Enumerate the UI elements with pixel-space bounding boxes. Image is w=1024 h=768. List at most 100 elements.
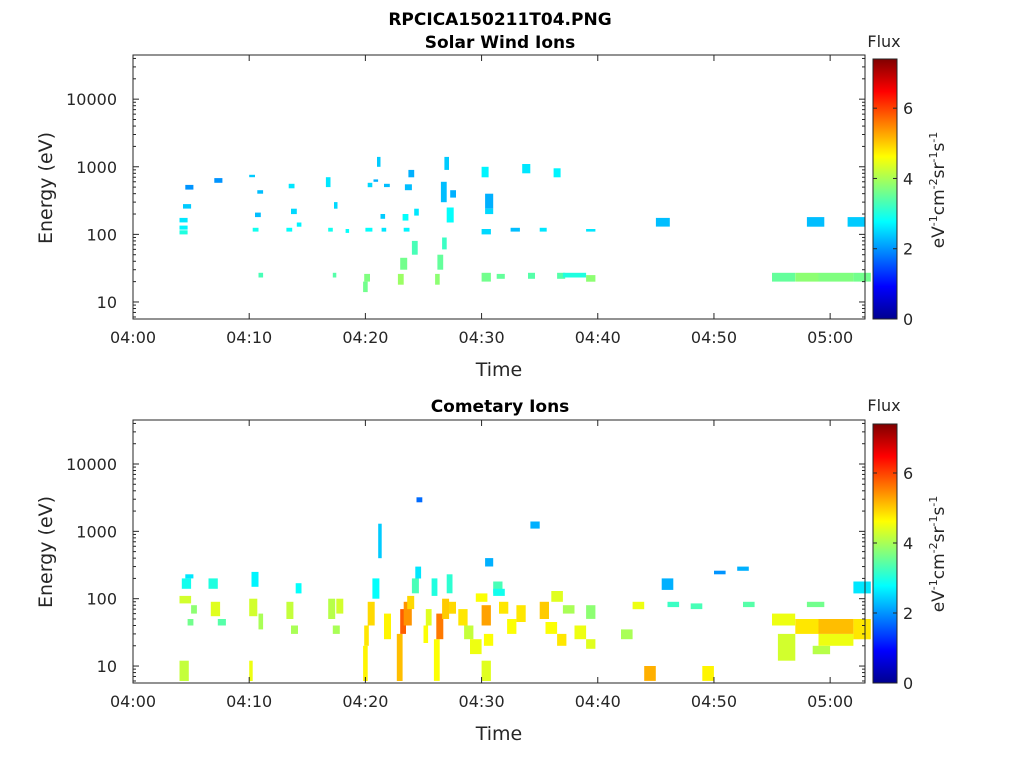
flux-cell: [396, 633, 403, 681]
flux-cell: [795, 619, 819, 634]
x-tick-label: 04:00: [110, 328, 156, 347]
flux-cell: [442, 237, 447, 250]
flux-cell: [408, 169, 415, 178]
colorbar-tick-label: 2: [903, 240, 913, 259]
flux-cell: [183, 204, 192, 209]
flux-cell: [416, 497, 423, 503]
flux-cell: [187, 619, 194, 626]
flux-cell: [702, 666, 714, 681]
figure-title: RPCICA150211T04.PNG: [388, 10, 611, 30]
colorbar-unit-bottom: eV-1cm-2sr-1s-1: [927, 496, 949, 613]
flux-cell: [291, 625, 298, 634]
flux-cell: [449, 601, 456, 614]
flux-cell: [557, 272, 566, 279]
plot-background: [133, 420, 865, 683]
flux-cell: [795, 272, 819, 282]
x-tick-label: 04:50: [691, 328, 737, 347]
flux-cell: [291, 208, 297, 215]
flux-cell: [777, 633, 796, 661]
flux-cell: [539, 227, 547, 232]
colorbar-tick-label: 2: [903, 604, 913, 623]
flux-cell: [367, 182, 373, 188]
flux-cell: [818, 272, 854, 282]
flux-cell: [381, 227, 387, 232]
plot-area-solar-wind-ions: 04:00 04:10 04:20 04:30 04:40 04:50 05:00 10 100…: [66, 54, 871, 347]
flux-cell: [464, 625, 474, 640]
flux-cell: [444, 156, 449, 170]
flux-cell: [806, 601, 825, 608]
flux-cell: [655, 217, 670, 227]
y-tick-label: 1000: [76, 158, 117, 177]
flux-cell: [442, 598, 450, 619]
flux-cell: [397, 273, 404, 285]
x-tick-label: 05:00: [807, 692, 853, 711]
flux-cell: [332, 272, 337, 278]
flux-cell: [485, 193, 494, 209]
flux-cell: [288, 183, 295, 189]
flux-cell: [470, 639, 482, 655]
y-tick-label: 10000: [66, 455, 117, 474]
flux-cell: [493, 588, 505, 596]
flux-cell: [667, 601, 680, 608]
flux-cell: [217, 619, 226, 626]
flux-cell: [499, 601, 509, 614]
flux-cell: [400, 257, 408, 270]
flux-cell: [586, 275, 596, 282]
flux-cell: [255, 212, 261, 218]
flux-cell: [378, 523, 382, 559]
flux-cell: [847, 217, 865, 227]
x-tick-label: 04:10: [226, 328, 272, 347]
flux-cell: [191, 605, 197, 614]
flux-cell: [530, 521, 540, 529]
y-tick-label: 100: [86, 590, 117, 609]
flux-cell: [328, 598, 336, 619]
flux-cell: [586, 605, 596, 619]
colorbar-gradient: [872, 58, 898, 320]
flux-cell: [286, 601, 294, 619]
flux-cell: [179, 225, 188, 230]
svg-text:eV-1cm-2sr-1s-1: eV-1cm-2sr-1s-1: [927, 132, 949, 249]
flux-cell: [481, 605, 491, 626]
flux-cell: [414, 208, 419, 216]
flux-cell: [214, 178, 223, 183]
flux-cell: [403, 601, 412, 626]
flux-cell: [545, 622, 558, 634]
flux-cell: [364, 273, 370, 282]
flux-cell: [644, 666, 656, 681]
flux-cell: [507, 619, 517, 634]
flux-cell: [258, 613, 264, 630]
flux-cell: [853, 272, 871, 282]
flux-cell: [475, 593, 488, 602]
flux-cell: [574, 272, 587, 278]
flux-cell: [557, 633, 567, 646]
flux-cell: [336, 598, 344, 614]
flux-cell: [433, 639, 440, 681]
y-tick-label: 100: [86, 225, 117, 244]
flux-cell: [403, 227, 410, 232]
flux-cell: [364, 625, 369, 646]
colorbar-solar-wind: 0 2 4 6: [872, 58, 913, 329]
colorbar-tick-label: 0: [903, 674, 913, 693]
svg-text:eV-1cm-2sr-1s-1: eV-1cm-2sr-1s-1: [927, 496, 949, 613]
x-axis-label-bottom: Time: [475, 723, 523, 745]
flux-cell: [373, 179, 379, 182]
flux-cell: [446, 574, 453, 594]
flux-cell: [562, 272, 575, 278]
y-tick-label: 10000: [66, 90, 117, 109]
flux-cell: [407, 595, 415, 610]
flux-cell: [437, 254, 444, 270]
y-tick-label: 10: [97, 293, 117, 312]
x-tick-label: 04:20: [342, 328, 388, 347]
flux-cell: [295, 583, 302, 594]
flux-cell: [551, 591, 563, 602]
colorbar-gradient: [872, 423, 898, 684]
flux-cell: [251, 571, 259, 587]
flux-cell: [332, 625, 340, 634]
flux-cell: [714, 570, 726, 575]
flux-cell: [249, 660, 253, 681]
y-tick-label: 1000: [76, 522, 117, 541]
colorbar-cometary: 0 2 4 6: [872, 423, 913, 693]
flux-cell: [485, 208, 494, 215]
flux-cell: [415, 566, 422, 579]
flux-cell: [621, 629, 633, 640]
